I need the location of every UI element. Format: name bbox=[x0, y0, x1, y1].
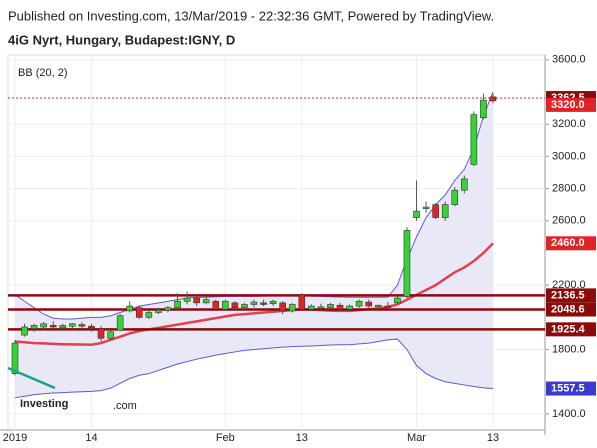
candle-body bbox=[346, 305, 353, 310]
candle-body bbox=[30, 325, 38, 329]
candle-body bbox=[164, 307, 172, 311]
candle-body bbox=[193, 297, 200, 304]
candle-body bbox=[88, 325, 95, 329]
indicator-label: BB (20, 2) bbox=[18, 67, 68, 79]
price-tag-label: 1925.4 bbox=[551, 323, 586, 335]
candle-body bbox=[126, 305, 134, 312]
candle-body bbox=[489, 96, 497, 102]
candle-body bbox=[250, 301, 258, 305]
candle-body bbox=[394, 297, 401, 304]
candle-body bbox=[279, 302, 286, 312]
x-tick-label: 14 bbox=[85, 432, 97, 444]
candle-body bbox=[260, 302, 267, 305]
candle-body bbox=[135, 307, 143, 318]
candle-body bbox=[308, 305, 315, 310]
trend-line bbox=[7, 366, 56, 390]
candle-body bbox=[69, 323, 76, 327]
candle-body bbox=[145, 312, 153, 318]
candle-body bbox=[212, 300, 220, 310]
candle-body bbox=[107, 331, 114, 339]
y-tick-label: 2200.0 bbox=[552, 279, 586, 291]
y-tick-label: 3600.0 bbox=[552, 54, 586, 66]
candle-body bbox=[174, 300, 181, 308]
price-tag-box bbox=[546, 236, 596, 251]
x-tick-label: 2019 bbox=[3, 432, 27, 444]
plot-area: 3600.0 3200.0 3000.0 2800.0 2600.0 2200.0 1800… bbox=[0, 54, 596, 444]
price-tag-box bbox=[546, 381, 596, 396]
x-tick-label: Mar bbox=[407, 432, 426, 444]
candle-body bbox=[11, 342, 19, 374]
candle-body bbox=[222, 300, 229, 310]
candle-body bbox=[470, 114, 478, 165]
band-lower bbox=[14, 338, 494, 399]
candle-body bbox=[451, 189, 459, 205]
price-tag-label: 2460.0 bbox=[551, 237, 585, 249]
y-tick-label: 1400.0 bbox=[552, 408, 586, 420]
candle-body bbox=[97, 328, 105, 339]
y-tick-label: 3200.0 bbox=[552, 118, 586, 130]
candle-body bbox=[384, 305, 392, 308]
candle-body bbox=[403, 230, 411, 297]
candle-body bbox=[78, 324, 86, 327]
band-fill bbox=[15, 92, 493, 398]
candle-body bbox=[432, 204, 439, 218]
candle-body bbox=[336, 304, 344, 310]
y-tick-label: 1800.0 bbox=[552, 343, 586, 355]
candle-body bbox=[231, 302, 239, 308]
candle-body bbox=[441, 204, 449, 218]
y-tick-label: 2600.0 bbox=[552, 215, 586, 227]
price-tag-box bbox=[546, 288, 596, 303]
symbol-title: 4iG Nyrt, Hungary, Budapest:IGNY, D bbox=[8, 32, 235, 47]
candle-body bbox=[317, 306, 325, 309]
candle-body bbox=[327, 304, 334, 308]
price-tag-box bbox=[546, 97, 596, 112]
candle-body bbox=[269, 300, 277, 304]
candle-body bbox=[241, 304, 248, 308]
x-tick-label: 13 bbox=[487, 432, 499, 444]
price-tag-label: 1557.5 bbox=[551, 382, 585, 394]
price-tag-box bbox=[546, 322, 596, 337]
y-tick-label: 3000.0 bbox=[552, 150, 586, 162]
x-tick-label: 13 bbox=[296, 432, 308, 444]
candle-body bbox=[288, 304, 296, 312]
candle-body bbox=[183, 297, 191, 302]
candle-body bbox=[422, 206, 430, 209]
candle-body bbox=[21, 326, 28, 336]
candle-body bbox=[59, 325, 67, 329]
candle-body bbox=[40, 323, 47, 328]
candle-body bbox=[116, 315, 124, 331]
candle-body bbox=[413, 210, 420, 218]
candle-body bbox=[298, 294, 306, 310]
candle-body bbox=[374, 304, 382, 308]
candle-body bbox=[49, 325, 57, 328]
price-tag-box bbox=[546, 302, 596, 317]
published-note: Published on Investing.com, 13/Mar/2019 … bbox=[8, 8, 494, 23]
candle-body bbox=[155, 309, 162, 313]
logo-suffix: .com bbox=[113, 400, 137, 412]
candle-body bbox=[480, 99, 487, 119]
price-tag-label: 3320.0 bbox=[551, 99, 585, 111]
x-tick-label: Feb bbox=[216, 432, 235, 444]
y-tick-label: 2800.0 bbox=[552, 182, 586, 194]
candle-body bbox=[461, 178, 468, 191]
candle-body bbox=[202, 299, 210, 304]
logo-brand: Investing bbox=[20, 398, 68, 410]
price-tag-label: 2136.5 bbox=[551, 289, 585, 301]
candle-body bbox=[355, 300, 363, 307]
price-tag-label: 2048.6 bbox=[551, 303, 585, 315]
candle-body bbox=[365, 301, 373, 307]
